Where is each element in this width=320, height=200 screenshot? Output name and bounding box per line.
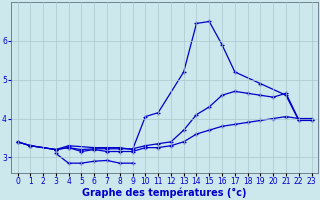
X-axis label: Graphe des températures (°c): Graphe des températures (°c) bbox=[82, 187, 247, 198]
